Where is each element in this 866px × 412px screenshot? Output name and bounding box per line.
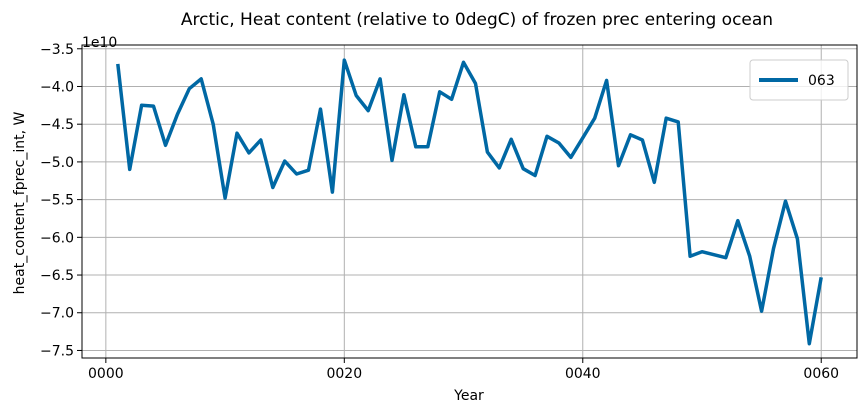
series-line-063 bbox=[116, 58, 823, 346]
y-tick-label: −6.5 bbox=[40, 268, 74, 284]
x-tick-label: 0060 bbox=[803, 366, 839, 382]
legend: 063 bbox=[749, 59, 849, 101]
y-tick-label: −5.5 bbox=[40, 193, 74, 209]
x-tick-label: 0040 bbox=[565, 366, 601, 382]
grid-layer bbox=[82, 45, 857, 358]
y-axis-label: heat_content_fprec_int, W bbox=[12, 111, 28, 294]
y-tick-label: −3.5 bbox=[40, 42, 74, 58]
plot-frame bbox=[81, 44, 858, 359]
y-tick-label: −4.5 bbox=[40, 117, 74, 133]
x-axis-label: Year bbox=[453, 388, 484, 404]
tick-layer: 0000 0020 0040 0060 −3.5 −4.0 −4.5 −5.0 −5.5 −6.0… bbox=[40, 42, 839, 382]
y-tick-label: −7.5 bbox=[40, 343, 74, 359]
y-tick-label: −6.0 bbox=[40, 230, 74, 246]
y-offset-label: 1e10 bbox=[82, 35, 117, 51]
legend-box bbox=[749, 59, 849, 101]
y-tick-label: −5.0 bbox=[40, 155, 74, 171]
x-tick-label: 0020 bbox=[326, 366, 362, 382]
legend-label: 063 bbox=[808, 73, 835, 89]
chart-title: Arctic, Heat content (relative to 0degC)… bbox=[181, 10, 773, 30]
series-layer bbox=[116, 58, 823, 346]
x-tick-label: 0000 bbox=[88, 366, 124, 382]
y-tick-label: −7.0 bbox=[40, 306, 74, 322]
y-tick-label: −4.0 bbox=[40, 79, 74, 95]
